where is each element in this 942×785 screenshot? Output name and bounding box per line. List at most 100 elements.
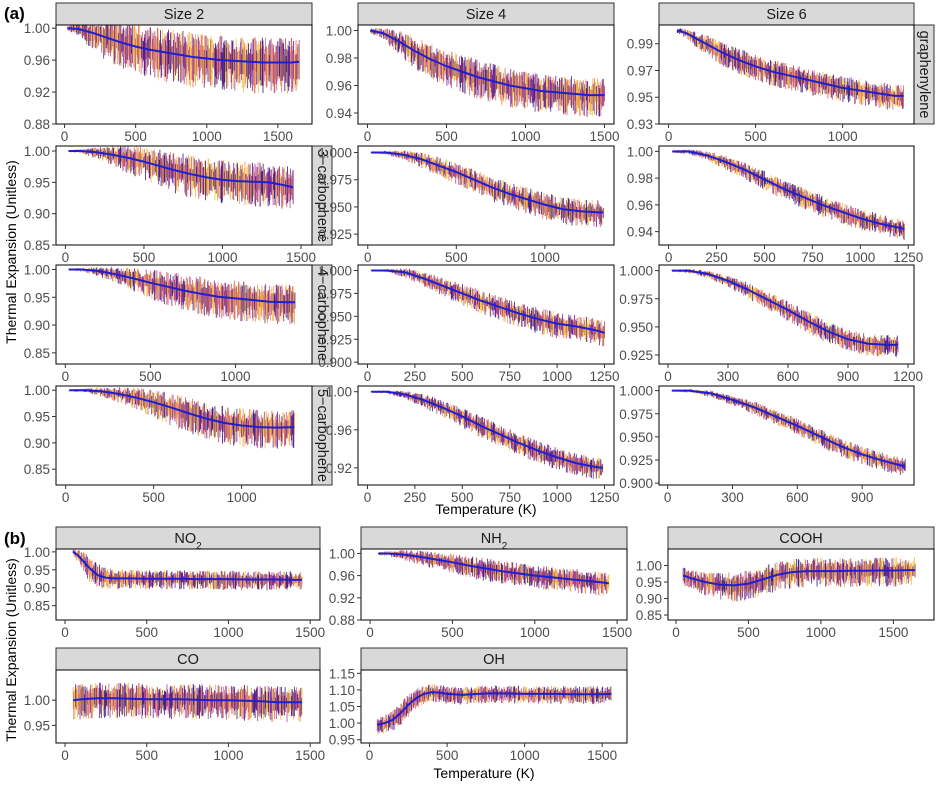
y-tick-label: 0.96 [24,53,50,68]
y-tick-label: 0.96 [627,198,653,213]
y-tick-label: 0.95 [24,410,50,425]
trend-line [370,29,605,97]
trend-line [68,268,295,304]
y-tick-label: 0.92 [326,461,352,476]
y-tick-label: 0.90 [24,207,50,222]
trend-line [676,29,904,97]
y-tick-label: 0.925 [318,227,352,242]
y-tick-label: 0.90 [24,318,50,333]
trajectory-band [370,268,605,347]
y-tick-label: 0.975 [318,286,352,301]
facet-strip-label: Size 6 [766,7,806,23]
x-tick-label: 750 [498,369,521,384]
y-tick-label: 0.96 [326,79,352,94]
facet-strip-right-label: 5−carbophene [314,389,330,482]
x-tick-label: 0 [664,369,672,384]
panel-label-b: (b) [4,529,26,548]
x-tick-label: 500 [753,250,776,265]
facet-a-size6-3carbophene: 0 250 500 750 1000 1250 0.94 0.96 0.98 1.00 [627,144,924,265]
x-tick-label: 1500 [589,129,619,144]
y-tick-label: 0.975 [619,407,653,422]
trajectory-band [370,150,604,228]
trajectory-band [370,28,605,117]
facet-strip-right-label: graphenylene [916,31,932,119]
panel-frame [357,385,615,486]
x-tick-label: 0 [364,129,372,144]
trajectory-band [68,266,296,325]
x-tick-label: 0 [364,250,372,265]
x-tick-label: 500 [451,490,474,505]
trend-line [371,151,604,214]
x-tick-label: 500 [124,129,147,144]
x-tick-label: 500 [744,129,767,144]
x-tick-label: 0 [665,129,673,144]
facet-a-size6-graphenylene: Size 6 graphenylene 0 500 1000 0.93 0.95 0.97 0.… [627,2,935,144]
y-tick-label: 0.950 [318,309,352,324]
x-tick-label: 1500 [263,129,293,144]
y-tick-label: 0.94 [627,225,654,240]
x-tick-label: 500 [451,369,474,384]
y-tick-label: 0.95 [24,175,50,190]
x-tick-label: 0 [664,490,672,505]
x-tick-label: 1000 [828,129,858,144]
y-tick-label: 0.96 [326,423,352,438]
x-tick-label: 500 [445,250,468,265]
x-tick-label: 500 [139,369,162,384]
y-tick-label: 1.00 [24,262,50,277]
y-tick-label: 0.950 [619,430,653,445]
panel-frame [658,385,915,486]
x-tick-label: 1000 [542,369,572,384]
y-tick-label: 0.85 [24,238,50,253]
facet-a-size2-4carbophene: 4−carbophene 0 500 1000 0.85 0.90 0.95 1.00 [24,262,333,384]
x-tick-label: 1250 [589,369,619,384]
facet-a-size6-4carbophene: 0 300 600 900 1200 0.925 0.950 0.975 1.000 [619,264,923,384]
facet-a-size4-graphenylene: Size 4 0 500 1000 1500 0.94 0.96 0.98 1.00 [326,2,620,144]
y-tick-label: 0.975 [318,173,352,188]
x-tick-label: 750 [498,490,521,505]
y-tick-label: 1.00 [326,24,352,39]
y-tick-label: 0.925 [619,348,653,363]
y-tick-label: 1.00 [627,144,653,159]
x-tick-label: 0 [364,490,372,505]
y-tick-label: 0.950 [318,200,352,215]
x-tick-label: 1250 [589,490,619,505]
x-tick-label: 0 [665,250,673,265]
facet-strip-label: NO2 [174,531,202,552]
x-tick-label: 750 [801,250,824,265]
facet-strip-right-label: 3−carbophene [314,149,330,242]
x-tick-label: 0 [62,369,70,384]
x-tick-label: 1000 [227,490,257,505]
x-tick-label: 500 [142,490,165,505]
y-tick-label: 0.950 [619,320,653,335]
trajectory-band [370,390,604,479]
panel-frame [55,145,313,246]
y-tick-label: 0.99 [627,37,653,52]
trend-line [371,269,605,334]
y-tick-label: 0.98 [627,171,653,186]
y-tick-label: 0.975 [619,292,653,307]
y-tick-label: 1.00 [326,385,352,400]
x-tick-label: 500 [133,250,156,265]
facet-a-size4-5carbophene: 0 250 500 750 1000 1250 0.92 0.96 1.00 [326,385,620,505]
panel-frame [658,24,915,125]
facet-a-size4-4carbophene: 0 250 500 750 1000 1250 0.900 0.925 0.950 0.975 1.… [318,264,619,385]
x-tick-label: 1250 [893,250,923,265]
facet-strip-label: Size 4 [466,7,506,23]
panel-frame [658,264,915,365]
trajectory-band [676,28,905,110]
y-tick-label: 0.97 [627,63,653,78]
x-tick-label: 250 [404,369,427,384]
x-tick-label: 1000 [192,129,222,144]
trend-line [672,150,905,230]
x-tick-label: 0 [62,490,70,505]
x-tick-label: 0 [364,369,372,384]
trajectory-band [72,549,303,591]
panel-frame [357,264,615,365]
panel-frame [55,264,313,365]
trend-line [671,389,906,468]
y-tick-label: 0.95 [24,290,50,305]
panel-frame [658,145,915,246]
x-tick-label: 1000 [530,250,560,265]
trajectory-band [66,25,300,94]
